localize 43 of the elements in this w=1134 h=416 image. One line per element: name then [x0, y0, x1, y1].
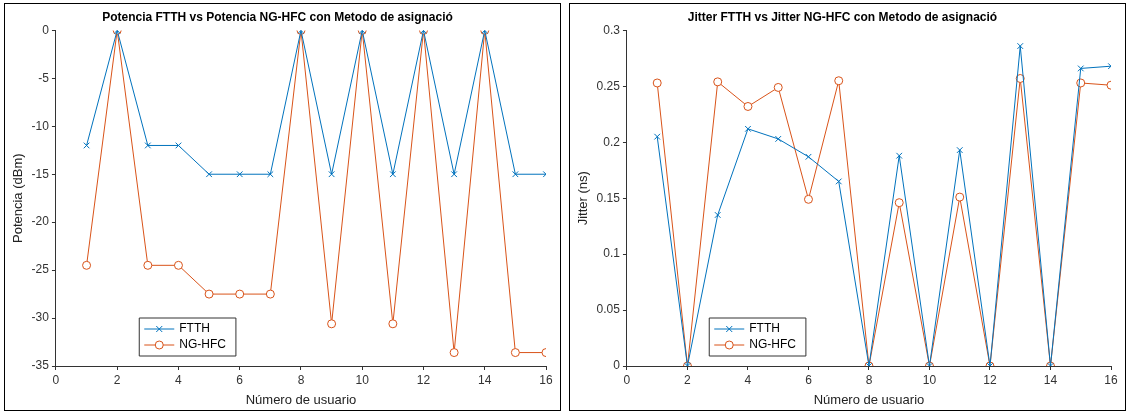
y-tick-label: -10	[31, 118, 50, 133]
legend-label: NG-HFC	[749, 337, 797, 352]
x-tick-label: 10	[922, 372, 937, 387]
y-tick-label: -20	[31, 214, 50, 229]
x-tick-label: 8	[297, 372, 305, 387]
y-tick-label: -15	[31, 166, 50, 181]
y-tick-label: -5	[38, 70, 50, 85]
legend-label: FTTH	[179, 321, 210, 336]
y-tick-label: 0.1	[603, 246, 621, 261]
y-tick-label: 0.3	[603, 22, 621, 37]
y-tick-label: 0	[42, 22, 50, 37]
y-tick-label: 0.2	[603, 134, 621, 149]
x-tick-label: 16	[539, 372, 553, 387]
chart-title: Potencia FTTH vs Potencia NG-HFC con Metodo de asignació	[102, 9, 453, 24]
x-tick-label: 6	[236, 372, 244, 387]
legend-label: NG-HFC	[179, 337, 227, 352]
x-tick-label: 16	[1104, 372, 1118, 387]
x-tick-label: 0	[623, 372, 631, 387]
x-tick-label: 14	[1043, 372, 1058, 387]
x-tick-label: 8	[865, 372, 873, 387]
x-tick-label: 4	[175, 372, 183, 387]
y-axis-title: Jitter (ns)	[575, 171, 591, 226]
y-axis-title: Potencia (dBm)	[10, 153, 26, 243]
y-tick-label: -35	[31, 358, 50, 373]
x-tick-label: 6	[805, 372, 813, 387]
x-tick-label: 2	[113, 372, 121, 387]
x-tick-label: 12	[416, 372, 431, 387]
y-tick-label: -25	[31, 262, 50, 277]
x-tick-label: 10	[355, 372, 370, 387]
x-tick-label: 2	[684, 372, 692, 387]
y-tick-label: 0.05	[596, 302, 621, 317]
y-tick-label: -30	[31, 310, 50, 325]
y-tick-label: 0.15	[596, 190, 621, 205]
y-tick-label: 0.25	[596, 78, 621, 93]
x-tick-label: 14	[478, 372, 492, 387]
chart-title: Jitter FTTH vs Jitter NG-HFC con Metodo de asignació	[687, 9, 998, 24]
legend-label: FTTH	[749, 321, 780, 336]
x-axis-title: Número de usuario	[813, 391, 925, 407]
x-tick-label: 12	[983, 372, 997, 387]
x-tick-label: 4	[744, 372, 752, 387]
x-axis-title: Número de usuario	[245, 391, 357, 407]
x-tick-label: 0	[52, 372, 60, 387]
y-tick-label: 0	[613, 358, 621, 373]
